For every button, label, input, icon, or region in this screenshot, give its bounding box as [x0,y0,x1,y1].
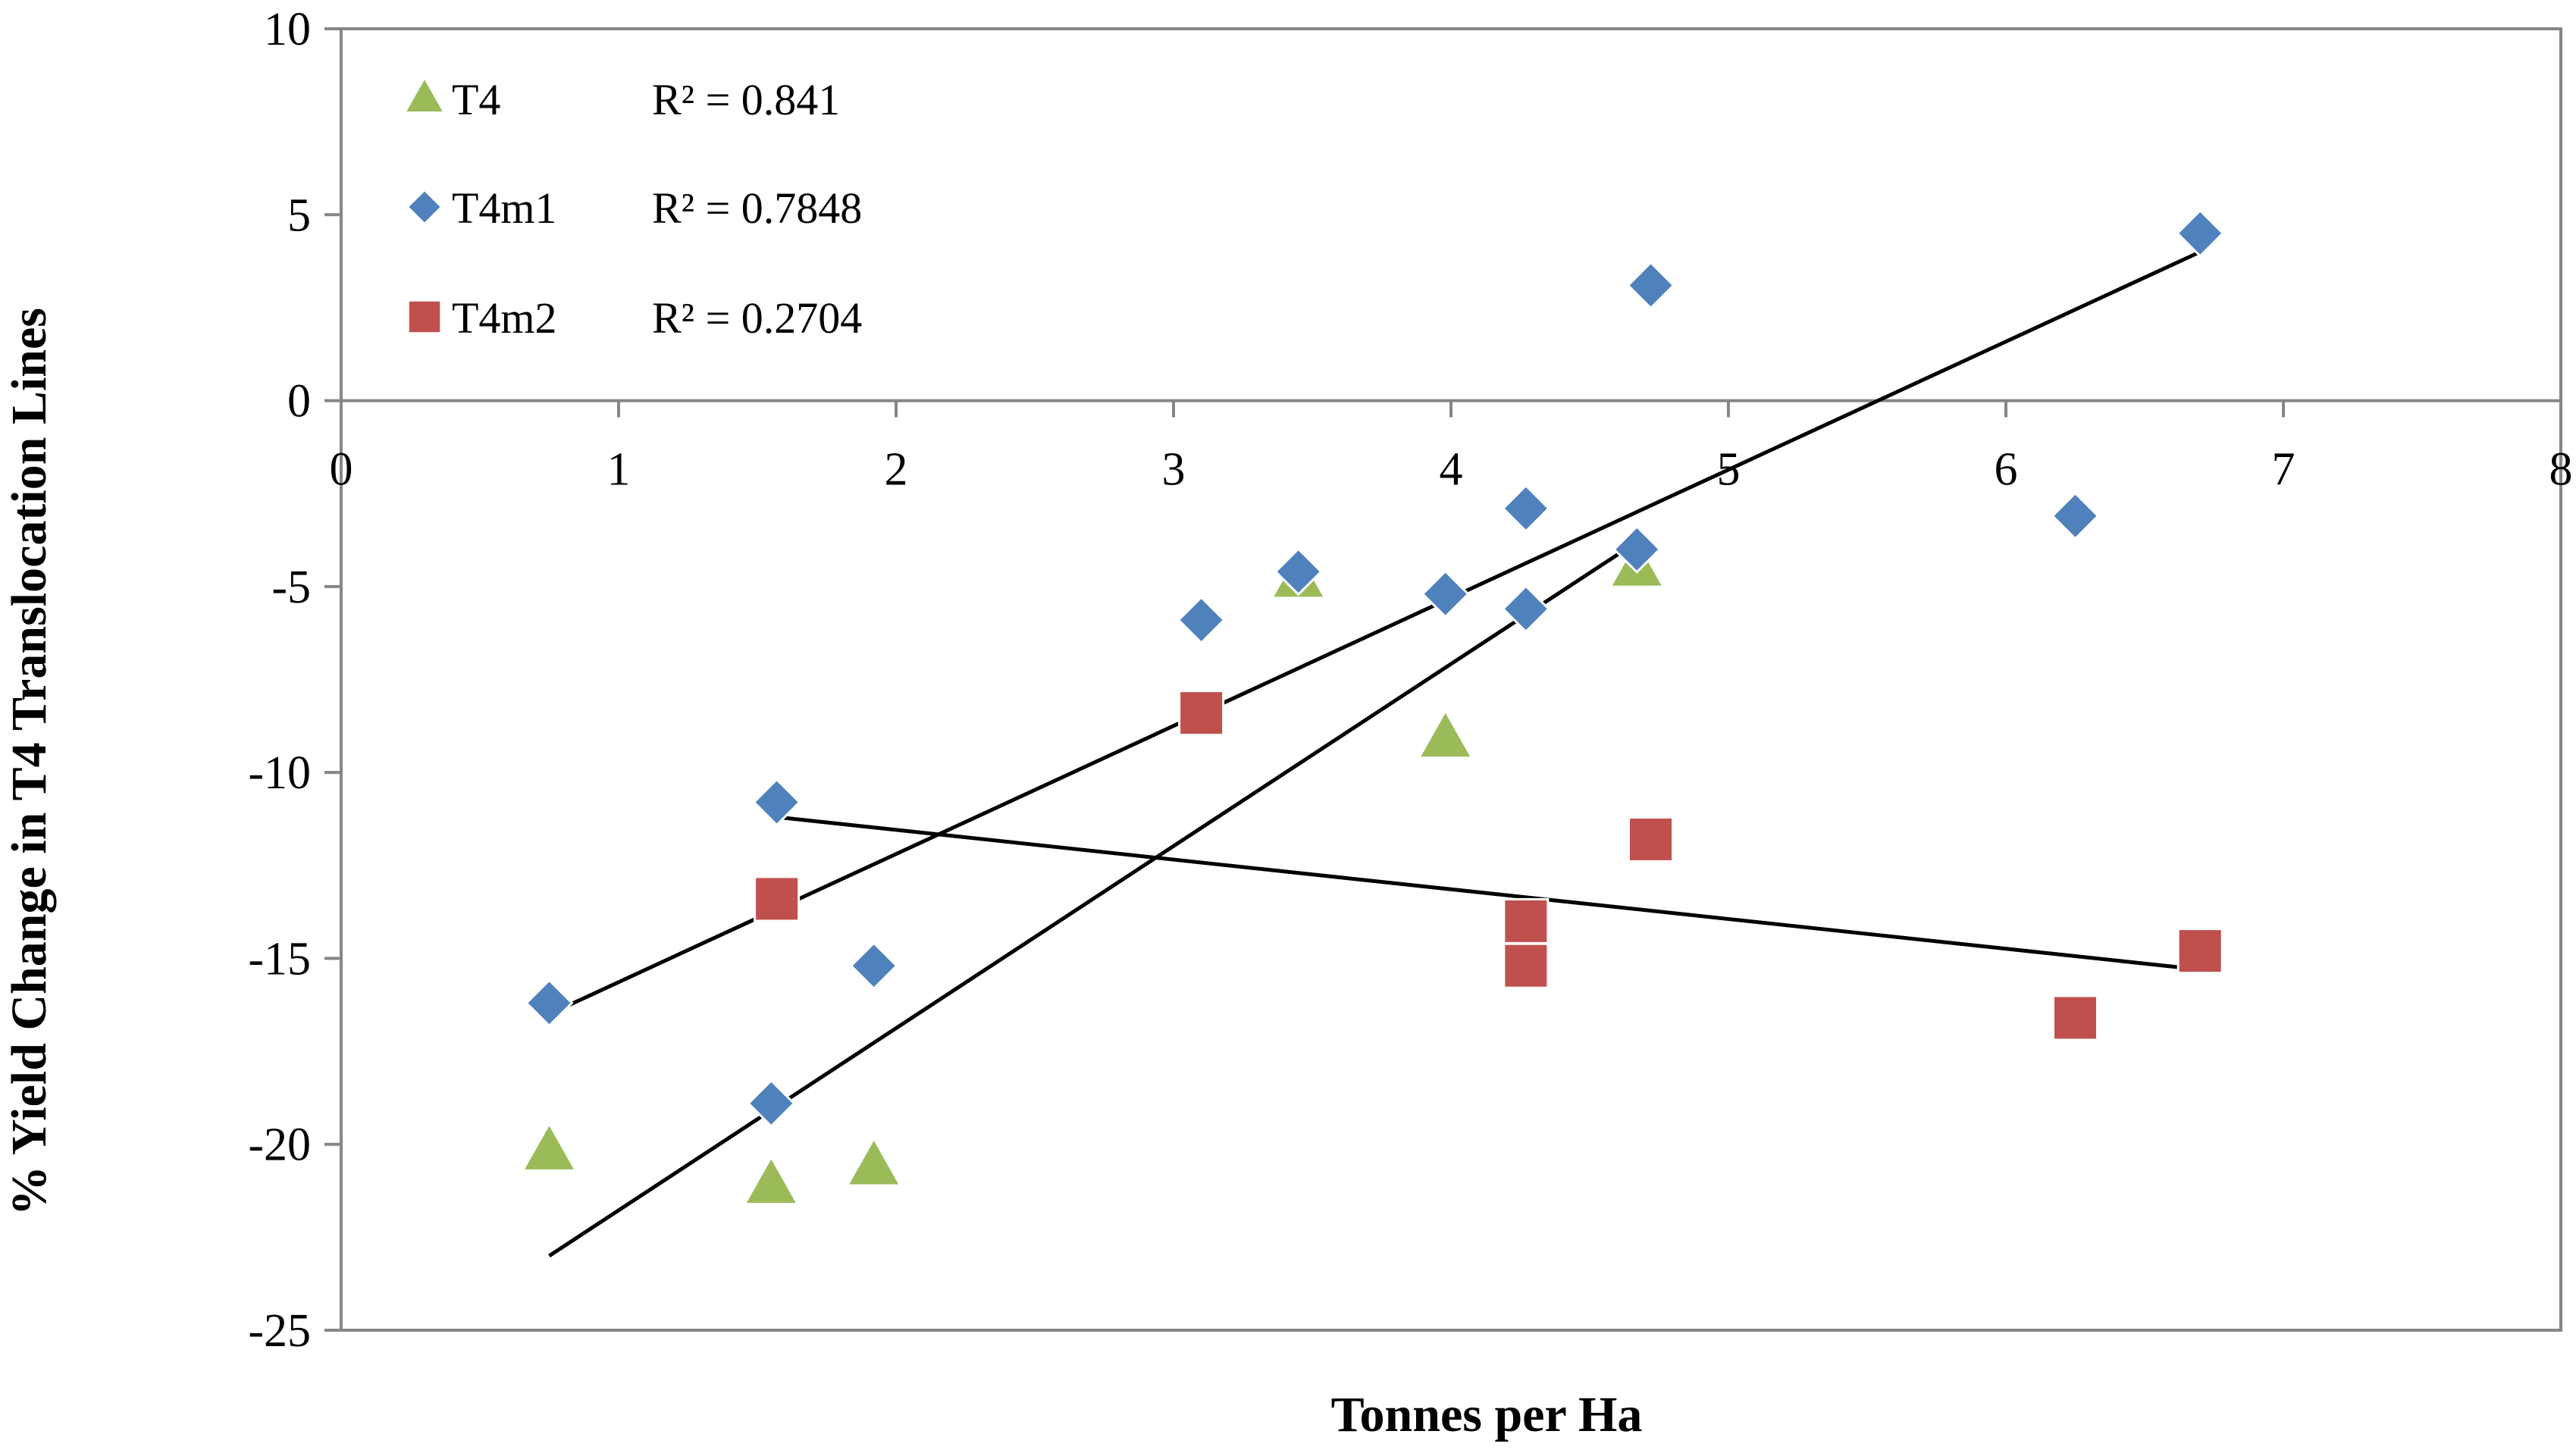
x-tick-label: 4 [1440,444,1463,496]
data-points [520,208,2225,1205]
data-point-t4m1 [1612,525,1662,574]
x-axis-title: Tonnes per Ha [1331,1387,1643,1442]
legend-marker-t4 [403,75,447,114]
r2-label-t4m1: R² = 0.7848 [652,183,862,233]
legend-label-t4m1: T4m1 [452,183,557,233]
data-point-t4 [520,1121,578,1172]
y-tick-label: 10 [264,4,311,55]
data-point-t4m2 [1628,816,1675,863]
data-point-t4m1 [1501,584,1550,634]
y-tick-label: -15 [248,933,311,985]
x-tick-label: 1 [607,444,631,496]
data-point-t4m1 [1421,569,1470,618]
data-point-t4m1 [1274,547,1323,597]
legend-marker-t4m1 [406,188,443,226]
data-point-t4m1 [525,979,574,1028]
y-tick-label: -20 [248,1119,311,1171]
data-point-t4m1 [1626,261,1675,310]
x-tick-label: 0 [330,444,353,496]
y-axis-title: % Yield Change in T4 Translocation Lines [2,308,57,1216]
x-tick-label: 8 [2549,444,2573,496]
legend: T4 R² = 0.841 T4m1 R² = 0.7848 T4m2 R² = 0.27… [403,75,862,343]
trendline-t4m1 [548,250,2202,1016]
y-tick-label: -10 [248,747,311,799]
data-point-t4m1 [2176,208,2225,258]
x-tick-label: 7 [2272,444,2296,496]
data-point-t4 [845,1135,903,1187]
axis-titles: Tonnes per Ha % Yield Change in T4 Trans… [2,308,1642,1442]
trendline-t4 [548,540,1638,1257]
data-point-t4m2 [2176,928,2223,975]
y-tick-label: -25 [248,1305,311,1357]
data-point-t4m1 [2051,491,2100,540]
data-point-t4m1 [1177,595,1226,645]
data-point-t4m2 [1503,897,1550,944]
legend-label-t4m2: T4m2 [452,293,557,343]
data-point-t4m2 [1178,690,1225,737]
x-tick-label: 6 [1995,444,2018,496]
y-tick-label: -5 [271,562,311,613]
data-point-t4m2 [1503,942,1550,989]
data-point-t4m1 [747,1079,796,1128]
data-point-t4m1 [849,941,898,991]
data-point-t4m1 [752,778,801,827]
data-point-t4m2 [754,875,801,922]
x-tick-label: 2 [885,444,908,496]
legend-marker-t4m2 [406,299,443,335]
trendline-t4m2 [776,815,2201,972]
y-tick-label: 5 [287,189,311,241]
data-point-t4 [1417,708,1474,759]
x-tick-label: 3 [1162,444,1186,496]
trendlines [548,250,2202,1257]
data-point-t4 [742,1154,800,1205]
y-tick-label: 0 [287,376,311,427]
legend-label-t4: T4 [452,75,500,124]
r2-label-t4m2: R² = 0.2704 [652,293,862,343]
data-point-t4m1 [1501,484,1550,533]
data-point-t4m2 [2052,994,2098,1041]
r2-label-t4: R² = 0.841 [652,75,840,124]
